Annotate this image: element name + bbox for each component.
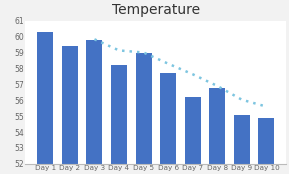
Bar (258, 118, 274, 164)
Bar (209, 88, 225, 164)
Bar (136, 53, 151, 164)
Bar (111, 65, 127, 164)
Bar (185, 97, 201, 164)
Bar (37, 32, 53, 164)
Bar (62, 46, 78, 164)
Bar (160, 73, 176, 164)
Bar (234, 114, 250, 164)
Title: Temperature: Temperature (112, 3, 200, 17)
Bar (86, 40, 102, 164)
